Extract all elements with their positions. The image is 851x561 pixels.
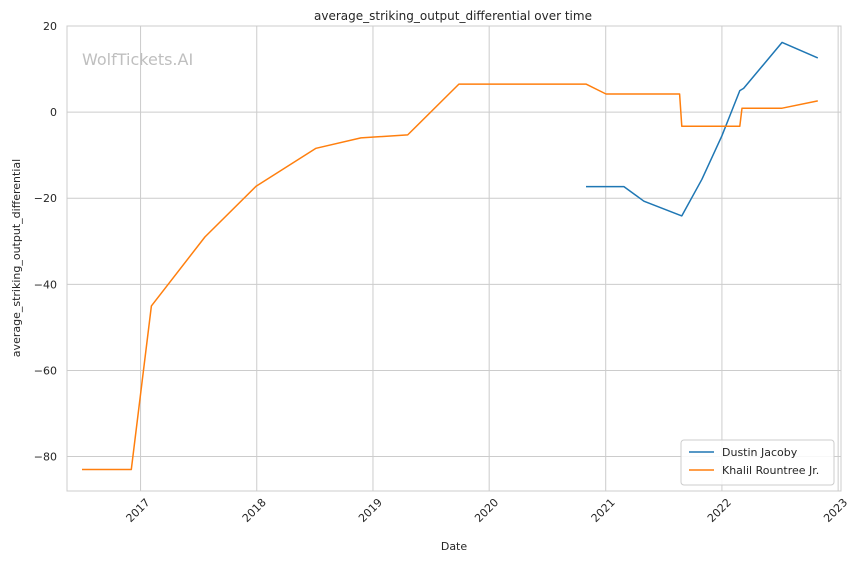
legend-box <box>680 439 835 486</box>
chart-title: average_striking_output_differential ove… <box>314 9 592 23</box>
series-layer <box>82 41 819 471</box>
x-tick-label: 2018 <box>240 496 269 525</box>
legend-label-dustin-jacoby: Dustin Jacoby <box>722 446 798 459</box>
x-tick-label: 2021 <box>589 496 618 525</box>
legend-label-khalil-rountree-jr: Khalil Rountree Jr. <box>722 464 819 477</box>
watermark: WolfTickets.AI <box>82 50 193 69</box>
y-tick-label: −40 <box>34 278 57 291</box>
x-tick-label: 2017 <box>124 496 153 525</box>
x-tick-label: 2023 <box>821 496 850 525</box>
series-line-khalil-rountree-jr <box>82 83 818 471</box>
x-tick-label: 2020 <box>472 496 501 525</box>
y-axis-label: average_striking_output_differential <box>10 159 23 357</box>
y-tick-label: 0 <box>50 106 57 119</box>
grid <box>67 25 841 491</box>
y-tick-label: 20 <box>43 20 57 33</box>
plot-frame <box>66 25 842 492</box>
series-line-dustin-jacoby <box>586 41 819 217</box>
x-tick-label: 2019 <box>356 496 385 525</box>
y-tick-label: −60 <box>34 364 57 377</box>
x-tick-label: 2022 <box>705 496 734 525</box>
legend: Dustin Jacoby Khalil Rountree Jr. <box>680 439 835 486</box>
y-tick-label: −80 <box>34 451 57 464</box>
x-axis-label: Date <box>441 540 468 553</box>
y-tick-label: −20 <box>34 192 57 205</box>
